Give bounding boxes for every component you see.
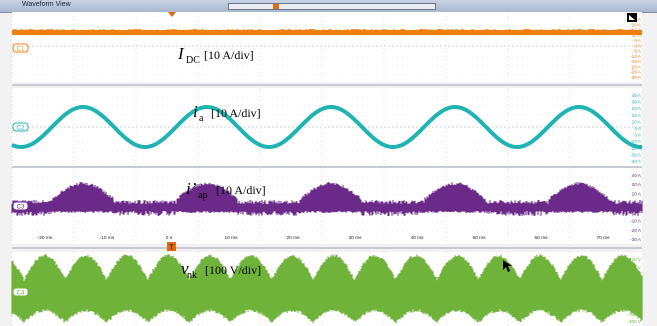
scale-label: 30 A: [632, 100, 642, 105]
expand-icon[interactable]: [627, 13, 637, 22]
scope-display[interactable]: C1IDC[10 A/div]25 A20 A15 A10 A5 A0 A-5 …: [0, 12, 657, 326]
scale-label: 10 A: [632, 119, 642, 124]
horizontal-scrollbar[interactable]: [228, 3, 436, 10]
time-axis-label: 50 ms: [472, 235, 486, 241]
channel-tag-c4[interactable]: C4: [13, 288, 28, 296]
scale-label: 40 A: [632, 93, 642, 98]
time-axis-label: 70 ms: [596, 235, 610, 241]
time-axis-label: 10 ms: [224, 235, 238, 241]
scale-label: 10 A: [632, 33, 642, 38]
scrollbar-thumb[interactable]: [273, 4, 279, 9]
scale-label: -30 A: [630, 237, 642, 242]
scale-label: -40 A: [630, 159, 642, 164]
channel-scale: [100 V/div]: [205, 263, 261, 277]
time-axis-label: 30 ms: [348, 235, 362, 241]
channel-tag-c1[interactable]: C1: [13, 44, 28, 52]
scale-label: 20 A: [632, 22, 642, 27]
scale-label: 100 V: [629, 280, 642, 285]
channel-tag-label: C1: [17, 46, 25, 52]
trigger-marker-bottom[interactable]: T: [167, 242, 176, 252]
scale-label: 0 A: [634, 43, 642, 48]
channel-tag-c2[interactable]: C2: [13, 123, 28, 131]
scale-label: 0 V: [634, 288, 642, 293]
time-axis-label: 40 ms: [410, 235, 424, 241]
channel-tag-label: C2: [17, 125, 25, 131]
scale-label: -30 A: [630, 75, 642, 80]
panel-c1: [12, 12, 642, 82]
time-axis-label: 20 ms: [286, 235, 300, 241]
scale-label: 200 V: [629, 273, 642, 278]
waveform-c1: [12, 30, 642, 35]
channel-symbol: i’: [186, 179, 197, 198]
scale-label: 0 A: [634, 210, 642, 215]
scale-label: 15 A: [632, 113, 642, 118]
window-title: Waveform View: [22, 1, 71, 8]
scale-label: -100 V: [627, 296, 641, 301]
scale-label: 400 V: [629, 257, 642, 262]
scale-label: -20 A: [630, 228, 642, 233]
scale-label: 0 A: [634, 133, 642, 138]
scale-label: -400 V: [627, 319, 641, 324]
time-axis-label: -10 ms: [100, 235, 115, 241]
scale-label: -15 A: [630, 59, 642, 64]
channel-subscript: ap: [198, 190, 207, 201]
scale-label: -20 A: [630, 146, 642, 151]
channel-scale: [10 A/div]: [211, 106, 261, 120]
scale-label: -10 A: [630, 139, 642, 144]
scale-label: 30 A: [632, 182, 642, 187]
channel-tag-label: C3: [17, 204, 25, 210]
scale-label: -300 V: [627, 311, 641, 316]
time-axis-label: 0 s: [166, 235, 173, 241]
channel-scale: [10 A/div]: [216, 183, 266, 197]
scale-label: 5 A: [634, 126, 642, 131]
channel-subscript: a: [199, 113, 204, 124]
scale-label: 40 A: [632, 173, 642, 178]
channel-symbol: i: [193, 102, 198, 121]
scale-label: 20 A: [632, 191, 642, 196]
channel-scale: [10 A/div]: [204, 48, 254, 62]
trigger-marker-label: T: [169, 245, 174, 252]
channel-tag-c3[interactable]: C3: [13, 202, 28, 210]
scale-label: -200 V: [627, 304, 641, 309]
channel-subscript: nk: [187, 270, 197, 281]
channel-tag-label: C4: [17, 290, 25, 296]
scale-label: -10 A: [630, 54, 642, 59]
scale-label: 300 V: [629, 265, 642, 270]
scale-label: 5 A: [634, 38, 642, 43]
scale-label: -25 A: [630, 70, 642, 75]
scale-label: -30 A: [630, 152, 642, 157]
scale-label: -10 A: [630, 219, 642, 224]
scale-label: 15 A: [632, 28, 642, 33]
scale-label: 20 A: [632, 106, 642, 111]
time-axis-label: 60 ms: [534, 235, 548, 241]
time-axis-label: -20 ms: [38, 235, 53, 241]
channel-subscript: DC: [186, 55, 200, 66]
scale-label: 10 A: [632, 200, 642, 205]
scale-label: -20 A: [630, 64, 642, 69]
scale-label: -5 A: [633, 49, 642, 54]
scale-labels-c1: 25 A20 A15 A10 A5 A0 A-5 A-10 A-15 A-20 …: [630, 17, 642, 80]
